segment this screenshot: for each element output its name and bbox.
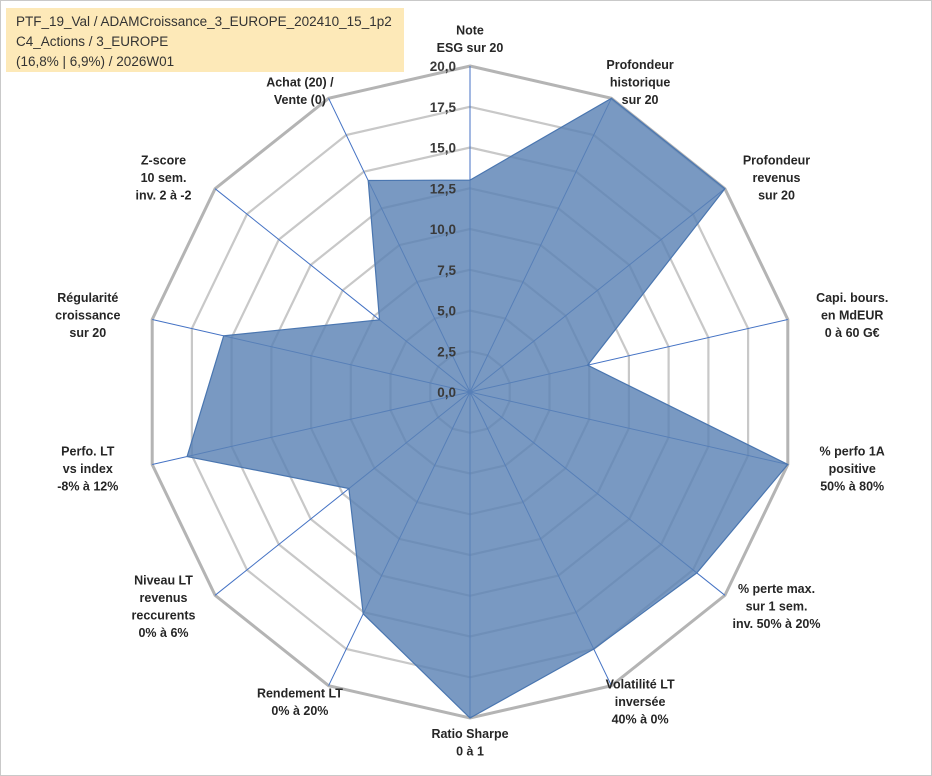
tick-label: 7,5 — [437, 263, 456, 278]
radar-tick-labels: 0,0 2,5 5,0 7,5 10,0 12,5 15,0 17,5 20,0 — [430, 59, 457, 400]
tick-label: 17,5 — [430, 100, 457, 115]
axis-label: Note ESG sur 20 — [437, 24, 504, 56]
radar-axis-labels: Note ESG sur 20 Profondeur historique sur 20… — [55, 24, 888, 759]
axis-label: Z-score 10 sem. inv. 2 à -2 — [135, 153, 191, 202]
axis-label-line: 40% à 0% — [612, 713, 669, 727]
portfolio-category: C4_Actions / 3_EUROPE — [16, 34, 169, 49]
axis-label: Rendement LT 0% à 20% — [257, 686, 343, 718]
axis-label-line: croissance — [55, 309, 120, 323]
tick-label: 15,0 — [430, 141, 456, 156]
axis-label-line: 0% à 20% — [271, 704, 328, 718]
axis-label-line: Achat (20) / — [266, 75, 334, 89]
axis-label: % perfo 1A positive 50% à 80% — [820, 444, 885, 493]
axis-label-line: Capi. bours. — [816, 291, 888, 305]
axis-label: Volatilité LT inversée 40% à 0% — [606, 678, 675, 727]
axis-label-line: sur 20 — [758, 188, 795, 202]
axis-label: Régularité croissance sur 20 — [55, 291, 120, 340]
axis-label-line: Volatilité LT — [606, 678, 675, 692]
axis-label-line: Note — [456, 24, 484, 38]
axis-label-line: Niveau LT — [134, 574, 193, 588]
tick-label: 20,0 — [430, 59, 456, 74]
axis-label: Niveau LT revenus reccurents 0% à 6% — [132, 574, 196, 641]
portfolio-stats: (16,8% | 6,9%) / 2026W01 — [16, 54, 175, 69]
axis-label-line: Profondeur — [606, 58, 673, 72]
axis-label-line: Z-score — [141, 153, 186, 167]
axis-label-line: inv. 50% à 20% — [732, 617, 820, 631]
portfolio-info-box: PTF_19_Val / ADAMCroissance_3_EUROPE_202… — [6, 8, 404, 72]
axis-label-line: sur 1 sem. — [746, 600, 808, 614]
axis-label-line: Ratio Sharpe — [431, 727, 508, 741]
axis-label-line: 0 à 1 — [456, 745, 484, 759]
axis-label-line: positive — [829, 462, 876, 476]
tick-label: 10,0 — [430, 222, 456, 237]
axis-label-line: revenus — [753, 171, 801, 185]
tick-label: 2,5 — [437, 344, 456, 359]
series-area — [186, 97, 789, 719]
axis-label-line: sur 20 — [69, 326, 106, 340]
axis-label-line: % perte max. — [738, 582, 815, 596]
axis-label-line: ESG sur 20 — [437, 41, 504, 55]
portfolio-title: PTF_19_Val / ADAMCroissance_3_EUROPE_202… — [16, 14, 392, 29]
axis-label-line: Vente (0) — [274, 93, 326, 107]
axis-label: Ratio Sharpe 0 à 1 — [431, 727, 508, 759]
axis-label-line: -8% à 12% — [57, 479, 118, 493]
axis-label-line: Rendement LT — [257, 686, 343, 700]
axis-label-line: revenus — [140, 591, 188, 605]
tick-label: 5,0 — [437, 304, 456, 319]
axis-label-line: 10 sem. — [141, 171, 187, 185]
axis-label-line: 50% à 80% — [820, 479, 884, 493]
axis-label-line: 0 à 60 G€ — [825, 326, 880, 340]
tick-label: 12,5 — [430, 181, 457, 196]
axis-label-line: 0% à 6% — [138, 626, 188, 640]
axis-label: % perte max. sur 1 sem. inv. 50% à 20% — [732, 582, 820, 631]
axis-label: Profondeur historique sur 20 — [606, 58, 673, 107]
axis-label-line: sur 20 — [622, 93, 659, 107]
axis-label-line: en MdEUR — [821, 309, 884, 323]
axis-label: Profondeur revenus sur 20 — [743, 153, 810, 202]
axis-label-line: reccurents — [132, 609, 196, 623]
axis-label-line: vs index — [63, 462, 113, 476]
radar-series — [186, 97, 789, 719]
axis-label: Capi. bours. en MdEUR 0 à 60 G€ — [816, 291, 888, 340]
axis-label-line: inv. 2 à -2 — [135, 188, 191, 202]
axis-label-line: historique — [610, 75, 670, 89]
axis-label-line: Profondeur — [743, 153, 810, 167]
tick-label: 0,0 — [437, 385, 456, 400]
axis-label-line: Perfo. LT — [61, 444, 115, 458]
axis-label-line: Régularité — [57, 291, 118, 305]
axis-label: Perfo. LT vs index -8% à 12% — [57, 444, 118, 493]
axis-label-line: % perfo 1A — [820, 444, 885, 458]
axis-label-line: inversée — [615, 695, 666, 709]
